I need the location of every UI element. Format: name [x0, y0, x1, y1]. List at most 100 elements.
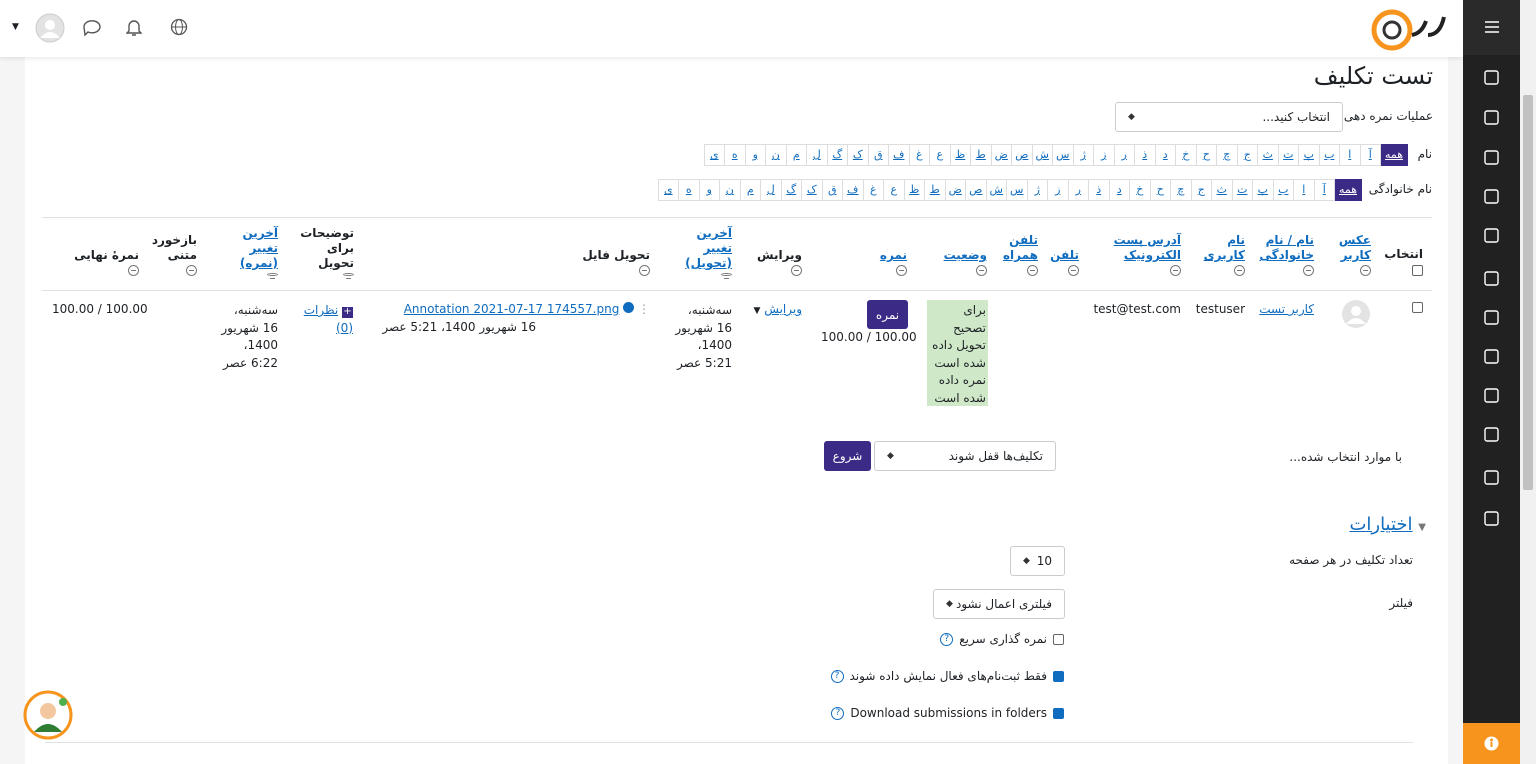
help-icon[interactable]: ? [940, 632, 954, 646]
header-text[interactable]: آخرین تغییر (تحویل) [685, 226, 732, 270]
collapse-icon[interactable] [1303, 265, 1314, 276]
help-icon[interactable]: ? [831, 706, 845, 720]
letter-link[interactable]: خ [1175, 144, 1197, 166]
letter-link[interactable]: ک [801, 179, 823, 201]
letter-link[interactable]: ک [847, 144, 869, 166]
grade-button[interactable]: نمره [867, 300, 908, 329]
letter-link[interactable]: آ [1313, 179, 1335, 201]
sidebar-icon[interactable] [1483, 188, 1500, 205]
letter-link[interactable]: ض [944, 179, 966, 201]
letter-link[interactable]: ق [821, 179, 843, 201]
letter-link[interactable]: ذ [1134, 144, 1156, 166]
per-page-select[interactable]: 10 ◆ [1010, 546, 1065, 576]
header-text[interactable]: آخرین تغییر (نمره) [239, 226, 278, 270]
collapse-icon[interactable] [1360, 265, 1371, 276]
letter-link[interactable]: ی [657, 179, 679, 201]
collapse-icon[interactable] [343, 273, 354, 279]
user-name[interactable]: کاربر تست [1259, 302, 1314, 316]
letter-link[interactable]: ط [970, 144, 992, 166]
letter-link[interactable]: ق [867, 144, 889, 166]
letter-link[interactable]: ت [1277, 144, 1299, 166]
letter-link[interactable]: ص [1011, 144, 1033, 166]
header-text[interactable]: تلفن همراه [1002, 233, 1038, 262]
letter-link[interactable]: م [785, 144, 807, 166]
scrollbar[interactable] [1520, 0, 1536, 764]
avatar[interactable] [35, 13, 65, 43]
header-text[interactable]: آدرس پست الکترونیک [1113, 233, 1181, 262]
letter-link[interactable]: ب [1272, 179, 1294, 201]
sidebar-icon[interactable] [1483, 69, 1500, 86]
comments-link[interactable]: نظرات (0) [303, 303, 353, 335]
letter-link[interactable]: چ [1170, 179, 1192, 201]
collapse-icon[interactable] [639, 265, 650, 276]
collapse-icon[interactable] [1068, 265, 1079, 276]
letter-link[interactable]: د [1154, 144, 1176, 166]
accessibility-button[interactable] [1463, 723, 1520, 764]
letter-link[interactable]: س [1052, 144, 1074, 166]
grading-action-select[interactable]: انتخاب کنید... ◆ [1115, 102, 1343, 132]
bulk-select[interactable]: تکلیف‌ها قفل شوند ◆ [874, 441, 1056, 471]
letter-link[interactable]: ن [719, 179, 741, 201]
option-checkbox[interactable] [1053, 670, 1064, 682]
user-menu-caret[interactable]: ▼ [12, 22, 19, 32]
letter-link[interactable]: ب [1318, 144, 1340, 166]
letter-link[interactable]: ز [1093, 144, 1115, 166]
letter-link[interactable]: ف [888, 144, 910, 166]
collapse-icon[interactable] [267, 273, 278, 279]
letter-link[interactable]: ز [1047, 179, 1069, 201]
header-text[interactable]: عکس کاربر [1338, 233, 1371, 262]
letter-link[interactable]: ع [883, 179, 905, 201]
letter-link[interactable]: ا [1339, 144, 1361, 166]
letter-link[interactable]: همه [1334, 179, 1362, 201]
row-checkbox[interactable] [1412, 302, 1423, 313]
letter-link[interactable]: غ [862, 179, 884, 201]
header-text[interactable]: تلفن [1050, 248, 1079, 262]
letter-link[interactable]: ظ [903, 179, 925, 201]
bulk-button[interactable]: شروع [824, 441, 871, 471]
letter-link[interactable]: ر [1067, 179, 1089, 201]
sidebar-icon[interactable] [1483, 510, 1500, 527]
sidebar-icon[interactable] [1483, 387, 1500, 404]
letter-link[interactable]: م [739, 179, 761, 201]
header-text[interactable]: وضعیت [943, 248, 987, 262]
letter-link[interactable]: ژ [1072, 144, 1094, 166]
sidebar-icon[interactable] [1483, 227, 1500, 244]
letter-link[interactable]: ج [1236, 144, 1258, 166]
letter-link[interactable]: ش [1031, 144, 1053, 166]
collapse-icon[interactable] [1234, 265, 1245, 276]
header-text[interactable]: نام کاربری [1203, 233, 1245, 262]
notifications-icon[interactable] [126, 18, 142, 38]
collapse-icon[interactable] [1027, 265, 1038, 276]
option-checkbox[interactable] [1053, 707, 1064, 719]
header-text[interactable]: نمره [879, 248, 907, 262]
letter-link[interactable]: و [744, 144, 766, 166]
options-heading[interactable]: اختیارات [1349, 514, 1413, 535]
sidebar-icon[interactable] [1483, 469, 1500, 486]
letter-link[interactable]: آ [1359, 144, 1381, 166]
letter-link[interactable]: ا [1293, 179, 1315, 201]
help-icon[interactable]: ? [830, 669, 844, 683]
sidebar-icon[interactable] [1483, 149, 1500, 166]
collapse-icon[interactable] [896, 265, 907, 276]
file-link[interactable]: Annotation 2021-07-17 174557.png [403, 302, 620, 316]
letter-link[interactable]: ث [1257, 144, 1279, 166]
sidebar-icon[interactable] [1483, 348, 1500, 365]
letter-link[interactable]: ث [1211, 179, 1233, 201]
letter-link[interactable]: ص [965, 179, 987, 201]
sidebar-icon[interactable] [1483, 426, 1500, 443]
letter-link[interactable]: ژ [1026, 179, 1048, 201]
collapse-icon[interactable] [186, 265, 197, 276]
letter-link[interactable]: ف [842, 179, 864, 201]
letter-link[interactable]: ع [929, 144, 951, 166]
letter-link[interactable]: ج [1190, 179, 1212, 201]
letter-link[interactable]: ل [760, 179, 782, 201]
letter-link[interactable]: ه [678, 179, 700, 201]
sidebar-icon[interactable] [1483, 109, 1500, 126]
language-icon[interactable] [170, 18, 188, 36]
letter-link[interactable]: ح [1195, 144, 1217, 166]
sidebar-icon[interactable] [1483, 309, 1500, 326]
letter-link[interactable]: ط [924, 179, 946, 201]
header-text[interactable]: نام / نام خانوادگی [1259, 233, 1314, 262]
letter-link[interactable]: ض [990, 144, 1012, 166]
letter-link[interactable]: س [1006, 179, 1028, 201]
